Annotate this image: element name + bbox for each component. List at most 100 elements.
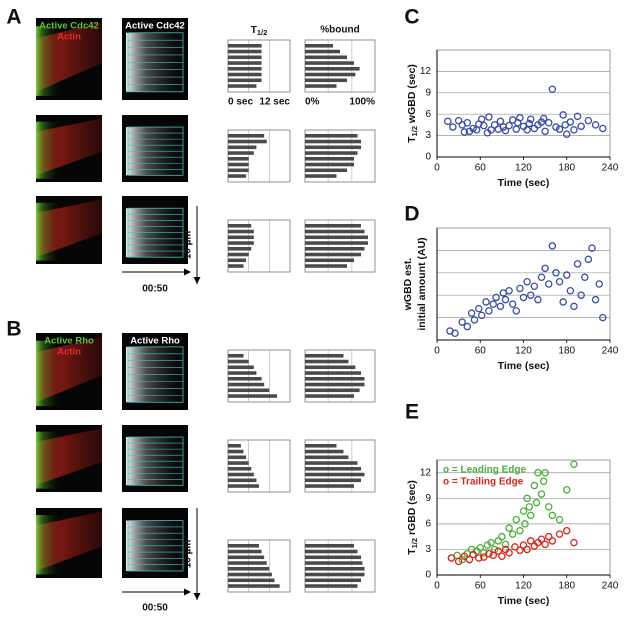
mini-bar (228, 567, 270, 571)
data-point (563, 271, 571, 279)
data-point (470, 316, 479, 324)
scale-label: 10 µm (183, 231, 194, 260)
mini-bar (305, 264, 347, 268)
mini-bar (228, 484, 259, 488)
data-point (541, 540, 549, 549)
data-point (541, 127, 549, 136)
mini-chart-frame (227, 39, 291, 93)
channel-label: Actin (57, 347, 81, 358)
mini-tick-label: 12 sec (259, 97, 290, 108)
probe-signal (36, 26, 62, 96)
data-point (494, 547, 503, 555)
mini-bar (228, 162, 249, 167)
y-axis-label: T1/2 rGBD (sec) (406, 480, 419, 555)
mini-tick-label: 0 sec (228, 97, 253, 108)
y-axis-label: initial amount (AU) (416, 237, 428, 330)
data-point (516, 546, 524, 555)
data-point (566, 118, 575, 126)
data-point (469, 550, 477, 559)
data-point (544, 503, 553, 511)
mini-bar (228, 544, 259, 548)
mini-bar (228, 467, 252, 471)
y-axis-label: wGBD est. (402, 258, 414, 312)
data-point (467, 545, 476, 554)
mini-bar (228, 139, 267, 144)
mini-bar (228, 55, 262, 60)
mini-bar (305, 44, 333, 48)
mini-bar (305, 449, 344, 454)
channel-label: Actin (57, 32, 81, 43)
mini-bar (228, 584, 280, 588)
mini-bar (228, 49, 262, 54)
data-point (512, 307, 521, 315)
probe-signal (36, 202, 62, 261)
data-point (498, 532, 506, 541)
data-point (581, 273, 589, 282)
data-point (480, 121, 488, 130)
mini-bar (305, 478, 361, 483)
mini-bar (228, 461, 249, 465)
data-point (475, 304, 483, 313)
data-point (530, 282, 539, 290)
data-point (449, 123, 457, 131)
data-point (490, 121, 499, 129)
mini-bar (305, 555, 361, 560)
mini-chart-frame (227, 439, 291, 493)
data-point (492, 293, 500, 302)
mini-bar (228, 354, 244, 358)
panel-label: E (405, 401, 419, 424)
x-tick-label: 60 (475, 346, 487, 357)
mini-bar (228, 455, 247, 460)
mini-bar (228, 157, 249, 161)
mini-bar (228, 377, 262, 381)
x-axis-label: Time (sec) (498, 177, 550, 189)
data-point (563, 526, 571, 535)
channel-label: Active Cdc42 (39, 21, 99, 32)
data-point (487, 538, 495, 547)
data-point (526, 511, 535, 520)
mini-bar (305, 61, 354, 65)
data-point (570, 538, 578, 547)
panel-label: B (6, 318, 21, 341)
y-axis-label-sub: 1/2 (410, 538, 419, 548)
data-point (541, 264, 549, 273)
x-tick-label: 120 (515, 163, 532, 174)
mini-bar (305, 84, 337, 88)
data-point (460, 128, 469, 136)
mini-bar (305, 174, 337, 178)
data-point (501, 295, 510, 304)
data-point (519, 541, 528, 549)
data-point (544, 280, 553, 288)
data-point (519, 293, 528, 302)
mini-bar (305, 371, 361, 375)
x-tick-label: 240 (602, 346, 619, 357)
mini-bar (228, 478, 257, 483)
data-point (595, 280, 603, 288)
mini-bar (305, 49, 340, 54)
data-point (544, 532, 553, 541)
mini-bar (305, 388, 360, 393)
data-point (555, 125, 564, 133)
mini-bar (228, 235, 254, 240)
data-point (591, 295, 600, 304)
data-point (532, 498, 541, 507)
data-point (573, 112, 582, 121)
mini-bar (305, 252, 361, 257)
mini-bar (305, 224, 361, 228)
data-point (494, 537, 503, 545)
data-point (523, 545, 531, 554)
x-tick-label: 60 (475, 581, 487, 592)
data-point (559, 111, 567, 119)
data-point (555, 515, 564, 524)
t-half-header-part: T (251, 25, 257, 36)
data-point (508, 300, 517, 308)
data-point (555, 530, 564, 538)
mini-bar (305, 572, 365, 577)
x-tick-label: 0 (434, 163, 440, 174)
channel-label: Active Rho (44, 336, 94, 347)
y-axis-label-part: wGBD (sec) (406, 64, 418, 126)
y-axis-label: T1/2 wGBD (sec) (406, 64, 419, 143)
data-point (508, 530, 517, 538)
data-point (548, 242, 557, 250)
mini-bar (305, 578, 361, 583)
